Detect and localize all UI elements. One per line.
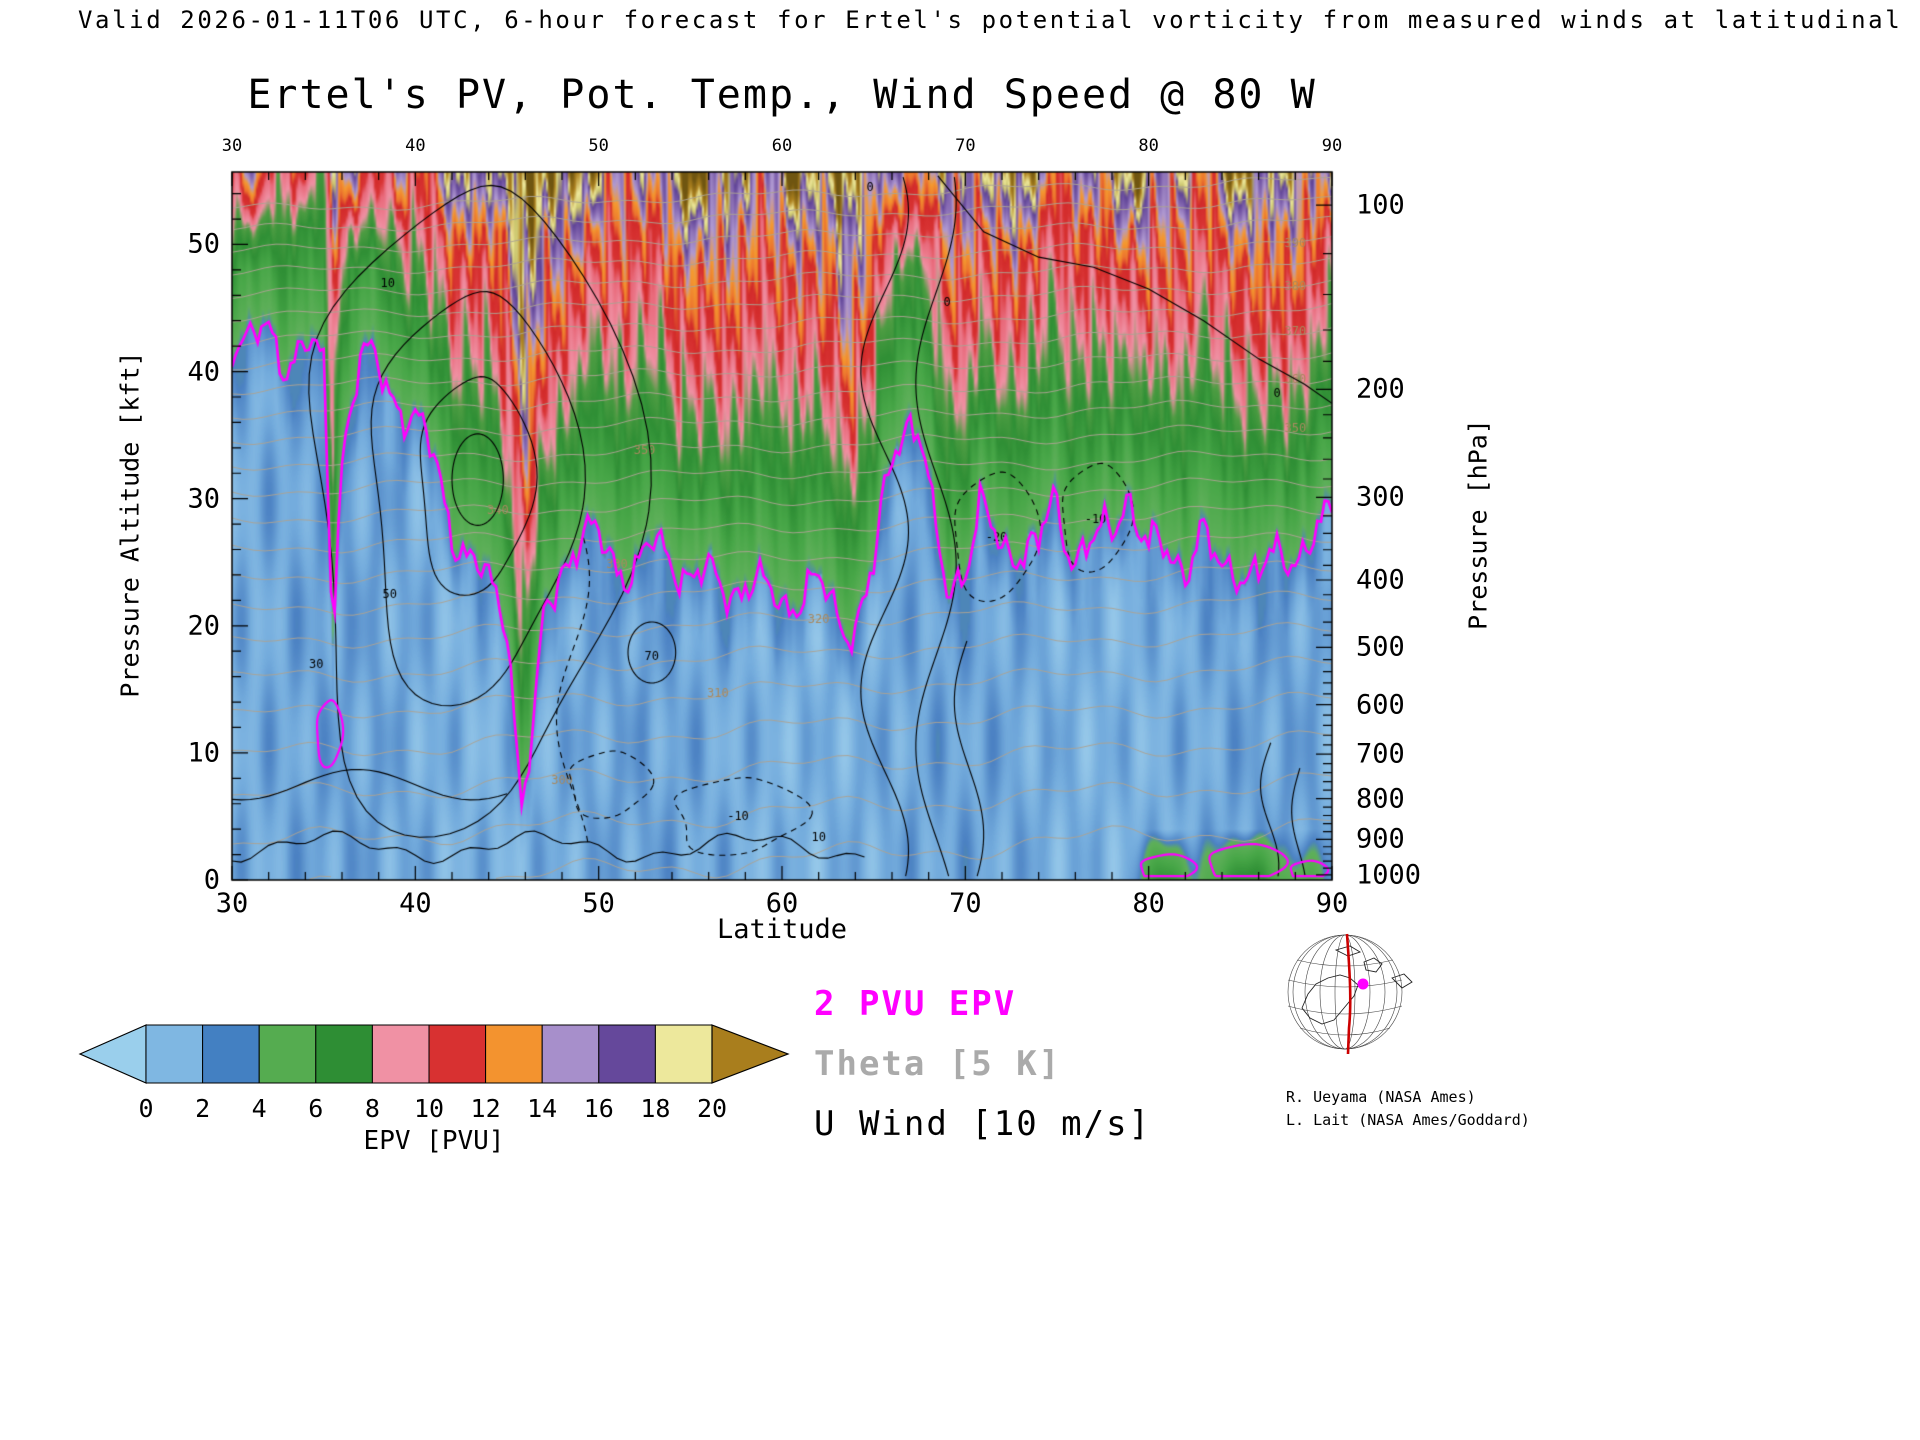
y-left-tick-label: 40 <box>187 356 220 388</box>
credit-line-1: R. Ueyama (NASA Ames) <box>1286 1088 1476 1106</box>
pressure-tick-label: 1000 <box>1356 859 1422 891</box>
x-tick-label: 80 <box>1132 888 1165 919</box>
x-tick-label: 30 <box>215 888 249 919</box>
y-left-tick-label: 50 <box>187 228 220 260</box>
y-left-tick-label: 0 <box>203 864 220 896</box>
x-top-tick-label: 50 <box>588 136 609 156</box>
colorbar-tick-label: 14 <box>527 1094 558 1123</box>
legend-2pvu-epv: 2 PVU EPV <box>814 984 1017 1024</box>
x-top-tick-label: 70 <box>955 136 976 156</box>
y-left-tick-label: 30 <box>187 483 220 515</box>
pressure-tick-label: 800 <box>1356 783 1405 815</box>
longitude-80w-line <box>1345 933 1352 1055</box>
pressure-tick-label: 500 <box>1356 631 1405 663</box>
pressure-tick-label: 700 <box>1356 738 1405 770</box>
graticule <box>1287 934 1403 1050</box>
x-tick-label: 50 <box>582 888 615 919</box>
pressure-tick-label: 200 <box>1356 373 1405 405</box>
pressure-tick-label: 400 <box>1356 564 1405 596</box>
y-left-tick-label: 20 <box>187 610 220 642</box>
epv-colorbar <box>78 1024 790 1084</box>
colorbar-tick-label: 18 <box>640 1094 671 1123</box>
x-tick-label: 70 <box>949 888 982 919</box>
colorbar-tick-label: 2 <box>195 1094 211 1123</box>
x-top-tick-label: 40 <box>405 136 426 156</box>
x-top-tick-label: 80 <box>1138 136 1159 156</box>
colorbar-tick-label: 6 <box>308 1094 324 1123</box>
x-top-tick-label: 60 <box>771 136 793 156</box>
y-axis-left-title: Pressure Altitude [kft] <box>115 351 145 698</box>
y-left-tick-label: 10 <box>187 737 220 769</box>
location-inset-map <box>1287 933 1413 1055</box>
legend-uwind: U Wind [10 m/s] <box>814 1104 1152 1144</box>
colorbar-tick-label: 12 <box>470 1094 501 1123</box>
valid-annotation: Valid 2026-01-11T06 UTC, 6-hour forecast… <box>78 6 1920 34</box>
x-axis-title: Latitude <box>716 914 848 945</box>
x-tick-label: 60 <box>765 888 799 919</box>
colorbar-tick-label: 20 <box>696 1094 728 1123</box>
legend-theta: Theta [5 K] <box>814 1044 1062 1084</box>
pressure-tick-label: 900 <box>1356 823 1405 855</box>
plot-title: Ertel's PV, Pot. Temp., Wind Speed @ 80 … <box>247 72 1317 118</box>
colorbar-tick-label: 10 <box>413 1094 445 1123</box>
colorbar-tick-label: 16 <box>583 1094 614 1123</box>
colorbar-tick-label: 4 <box>251 1094 267 1123</box>
colorbar-tick-label: 8 <box>364 1094 380 1123</box>
x-top-tick-label: 90 <box>1321 136 1343 156</box>
colorbar-tick-label: 0 <box>138 1094 154 1123</box>
x-tick-label: 90 <box>1315 888 1349 919</box>
pressure-tick-label: 600 <box>1356 689 1405 721</box>
pressure-tick-label: 100 <box>1356 189 1405 221</box>
pressure-tick-label: 300 <box>1356 481 1405 513</box>
x-tick-label: 40 <box>399 888 432 919</box>
location-dot <box>1357 978 1369 990</box>
credit-line-2: L. Lait (NASA Ames/Goddard) <box>1286 1111 1530 1129</box>
y-axis-right-title: Pressure [hPa] <box>1463 419 1493 630</box>
colorbar-title: EPV [PVU] <box>363 1126 505 1156</box>
x-top-tick-label: 30 <box>221 136 243 156</box>
